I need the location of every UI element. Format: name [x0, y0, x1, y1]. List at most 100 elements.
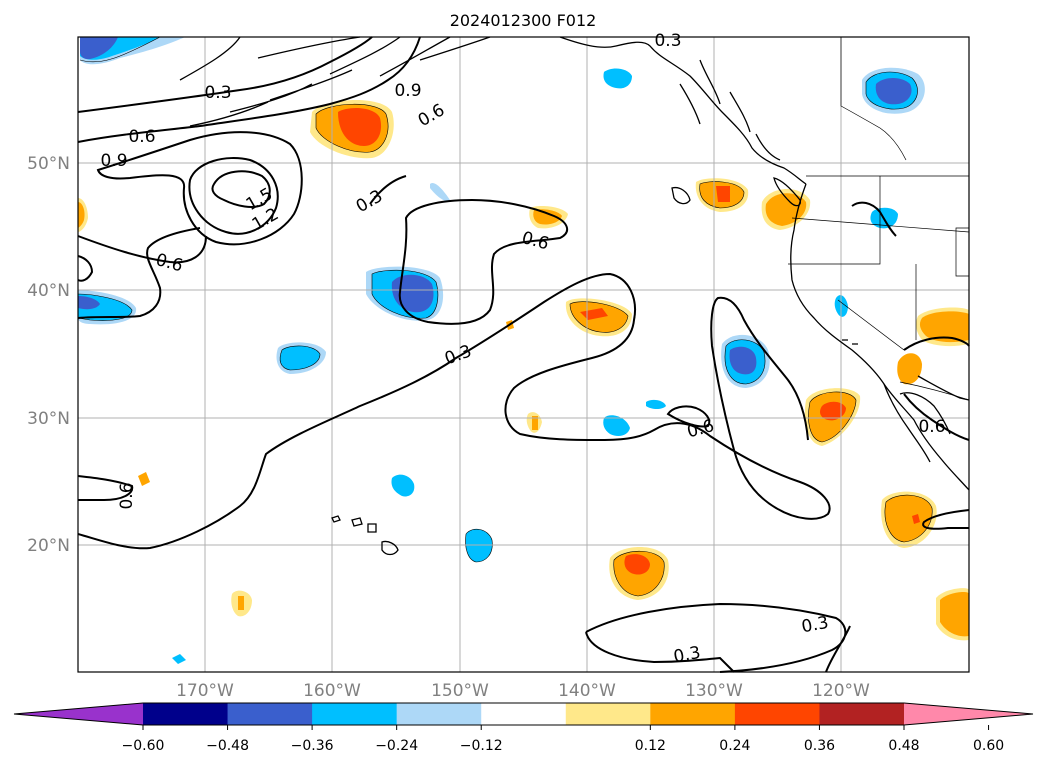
lat-tick-label: 30°N: [27, 409, 70, 429]
state-border: [788, 176, 881, 265]
neg-blob: [465, 529, 493, 562]
contour-0.6b: [77, 235, 207, 282]
fill-outline: [699, 181, 745, 209]
pos-blob: [897, 353, 922, 385]
negative-anomaly-fills: [78, 37, 925, 664]
colorbar-tick-label: −0.36: [291, 738, 334, 754]
pos-blob: [78, 202, 85, 228]
lon-tick-label: 130°W: [685, 681, 743, 701]
neg-blob: [78, 296, 100, 310]
fill-outline: [569, 301, 629, 333]
west-coast-us: [790, 183, 970, 491]
colorbar-tick-label: 0.24: [719, 738, 750, 754]
colorbar-tick-label: −0.24: [375, 738, 418, 754]
fill-outline: [808, 391, 857, 443]
lat-tick-label: 20°N: [27, 536, 70, 556]
lon-tick-label: 160°W: [303, 681, 361, 701]
pos-blob: [912, 514, 920, 524]
neg-blob: [391, 474, 415, 497]
colorbar-bin: [143, 703, 229, 725]
contour-1.5: [211, 170, 271, 208]
state-border: [791, 217, 970, 233]
lon-tick-label: 170°W: [176, 681, 234, 701]
contour-label: 0.6: [128, 127, 155, 147]
colorbar-bin: [734, 703, 820, 725]
colorbar-ticks: [142, 725, 990, 730]
neg-blob: [280, 345, 320, 370]
fill-outline: [279, 345, 321, 371]
coastlines: [179, 36, 970, 556]
neg-blob: [729, 346, 757, 375]
contour-0.3-mid: [369, 175, 569, 325]
contour-0.9: [96, 131, 303, 246]
neg-blob: [875, 78, 912, 105]
colorbar-extend-high: [904, 703, 1033, 725]
plot-frame: [77, 36, 970, 673]
fill-outline: [884, 494, 933, 543]
fill-outline: [371, 269, 439, 319]
colorbar-bin: [227, 703, 313, 725]
lon-tick-label: 140°W: [558, 681, 616, 701]
us-mexico-border: [899, 381, 970, 401]
colorbar-extend-low: [14, 703, 143, 725]
colorbar-bin: [650, 703, 736, 725]
hawaii-islands: [331, 515, 399, 556]
contour-0.3-main: [77, 272, 831, 550]
neg-blob: [603, 68, 632, 89]
pos-blob: [532, 416, 538, 430]
gridlines: [78, 37, 969, 672]
fill-outline: [724, 339, 766, 385]
contour-label: 0.3: [672, 643, 702, 667]
alaska-peninsula: [329, 36, 491, 77]
fill-outlines: [77, 36, 933, 597]
contour-0.3-west: [77, 227, 201, 319]
gulf-alaska-coast: [559, 36, 807, 185]
colorbar-bin: [819, 703, 905, 725]
contour-southeast: [922, 509, 970, 530]
fill-outline: [77, 293, 133, 321]
vancouver-island: [773, 177, 802, 207]
lon-axis: 170°W 160°W 150°W 140°W 130°W 120°W: [176, 681, 870, 701]
bc-fjords: [679, 59, 781, 161]
contour-label: 0.3: [204, 83, 231, 103]
pos-blob: [716, 186, 730, 202]
neg-blob: [646, 399, 666, 409]
neg-blob: [80, 37, 118, 60]
colorbar-tick-label: 0.36: [804, 738, 835, 754]
pos-blob: [940, 592, 969, 637]
haida-gwaii: [671, 186, 691, 205]
political-borders: [788, 37, 970, 401]
contour-east-0.6: [851, 201, 970, 441]
baja-peninsula: [883, 383, 951, 463]
contour-label: 0.3: [800, 613, 830, 637]
contour-label: 0.6: [117, 482, 137, 509]
colorbar-tick-label: −0.48: [206, 738, 249, 754]
fill-outline: [465, 528, 493, 563]
lat-axis: 50°N 40°N 30°N 20°N: [27, 154, 70, 556]
neg-blob: [603, 415, 630, 436]
lon-tick-label: 120°W: [812, 681, 870, 701]
neg-blob: [430, 182, 450, 202]
lon-tick-label: 150°W: [431, 681, 489, 701]
contour-label: 0.6: [918, 417, 945, 437]
colorbar-bin: [565, 703, 651, 725]
colorbar-bin: [312, 703, 398, 725]
colorbar-tick-label: 0.12: [635, 738, 666, 754]
contour-0.3: [77, 36, 373, 113]
state-border: [837, 264, 917, 351]
neg-blob: [172, 654, 186, 664]
contour-east-0.3: [903, 336, 970, 351]
positive-anomaly-fills: [78, 99, 969, 641]
colorbar-tick-label: 0.60: [973, 738, 1004, 754]
map-title: 2024012300 F012: [450, 11, 597, 30]
colorbar-bin: [481, 703, 567, 725]
contour-0.6: [77, 36, 421, 143]
contour-lines: [77, 36, 970, 673]
pos-blob: [238, 596, 244, 610]
lat-tick-label: 40°N: [27, 281, 70, 301]
colorbar-bin: [396, 703, 482, 725]
colorbar-tick-label: 0.48: [888, 738, 919, 754]
pos-blob: [138, 472, 150, 486]
contour-south: [585, 602, 851, 673]
